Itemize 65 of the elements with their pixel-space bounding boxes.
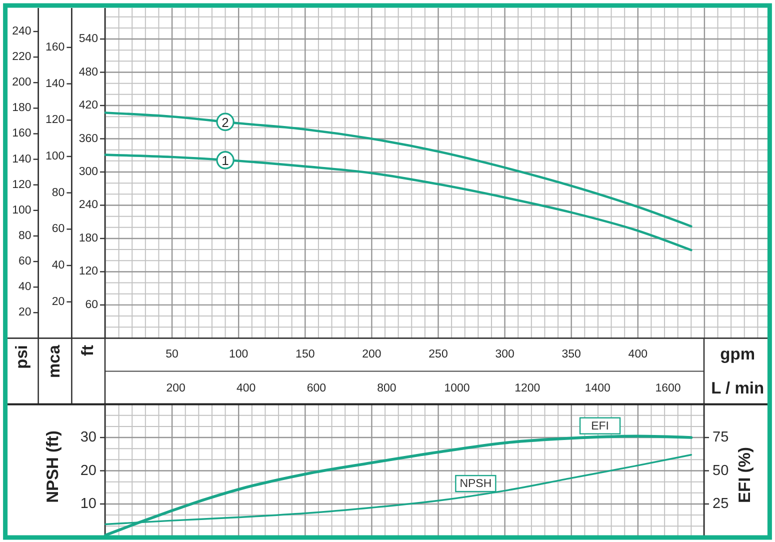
x2-tick-label: 1200 [514, 382, 540, 394]
line-series [104, 434, 693, 537]
y2-axis-title: mca [46, 344, 64, 378]
y-tick-label: 360 [78, 132, 98, 145]
y3-tick-label: 220 [12, 51, 32, 64]
y3-tick-label: 180 [12, 102, 32, 114]
x2-tick-label: 1600 [655, 382, 681, 394]
x2-tick-label: 400 [236, 382, 256, 394]
y3-tick-label: 160 [12, 128, 32, 140]
y-axis-title: NPSH (ft) [44, 430, 62, 503]
y-tick-label: 240 [78, 199, 98, 212]
y2-tick-label: 40 [52, 260, 65, 272]
y-tick-label: 420 [78, 100, 98, 112]
y2-tick-label: 100 [46, 150, 65, 162]
x2-axis-title: L / min [711, 380, 764, 398]
y-tick-label: 120 [78, 266, 98, 278]
y2-tick-label: 140 [46, 78, 65, 90]
y2-tick-label: 160 [46, 41, 65, 54]
x2-tick-label: 200 [166, 382, 186, 394]
y-tick-label: 30 [80, 430, 96, 446]
y-tick-label: 540 [78, 33, 98, 46]
x2-tick-label: 800 [377, 382, 396, 394]
y-tick-label: 10 [80, 496, 96, 512]
y-tick-label: 300 [78, 166, 98, 178]
y-axis-title: ft [79, 344, 97, 356]
x-tick-label: 150 [296, 348, 315, 360]
x-tick-label: 350 [562, 348, 581, 360]
y3-tick-label: 20 [18, 306, 32, 319]
x-tick-label: 250 [428, 348, 448, 360]
y3-tick-label: 100 [12, 204, 32, 216]
y-tick-label: 480 [78, 66, 98, 78]
y2-tick-label: 20 [52, 296, 65, 308]
y2-tick-label: 80 [52, 186, 65, 199]
y2-tick-label: 75 [712, 430, 729, 446]
x-axis-title: gpm [720, 346, 756, 364]
y3-tick-label: 40 [18, 281, 32, 294]
x-tick-label: 200 [362, 348, 382, 360]
y3-tick-label: 80 [18, 230, 32, 242]
series-label: 1 [222, 153, 229, 168]
line-series [104, 112, 692, 228]
x-tick-label: 100 [229, 348, 248, 360]
y-tick-label: 60 [85, 298, 98, 311]
y2-tick-label: 25 [712, 496, 729, 512]
x2-tick-label: 600 [306, 382, 326, 394]
series-label: EFI [591, 420, 609, 432]
series-label: 2 [222, 114, 229, 130]
y-tick-label: 180 [78, 232, 98, 244]
y2-tick-label: 60 [52, 223, 65, 236]
y2-tick-label: 120 [46, 114, 65, 126]
y3-tick-label: 240 [12, 26, 32, 38]
x2-tick-label: 1000 [444, 382, 470, 394]
y3-tick-label: 200 [12, 76, 32, 89]
x-tick-label: 50 [166, 348, 178, 360]
y3-axis-title: psi [12, 345, 31, 369]
x2-tick-label: 1400 [584, 382, 610, 394]
y3-tick-label: 60 [18, 256, 32, 268]
y2-tick-label: 50 [712, 462, 729, 479]
y-tick-label: 20 [80, 462, 96, 479]
y3-tick-label: 120 [12, 178, 32, 191]
y3-tick-label: 140 [12, 153, 32, 166]
y2-axis-title: EFI (%) [736, 447, 754, 503]
series-label: NPSH [460, 478, 492, 490]
x-tick-label: 400 [628, 348, 648, 360]
line-series [104, 154, 692, 252]
x-tick-label: 300 [495, 348, 514, 360]
